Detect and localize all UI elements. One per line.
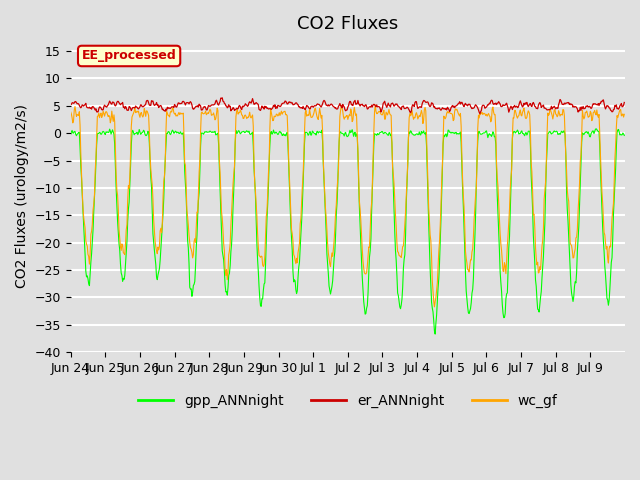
Legend: gpp_ANNnight, er_ANNnight, wc_gf: gpp_ANNnight, er_ANNnight, wc_gf <box>132 389 563 414</box>
Text: EE_processed: EE_processed <box>82 49 177 62</box>
Title: CO2 Fluxes: CO2 Fluxes <box>297 15 399 33</box>
Y-axis label: CO2 Fluxes (urology/m2/s): CO2 Fluxes (urology/m2/s) <box>15 104 29 288</box>
